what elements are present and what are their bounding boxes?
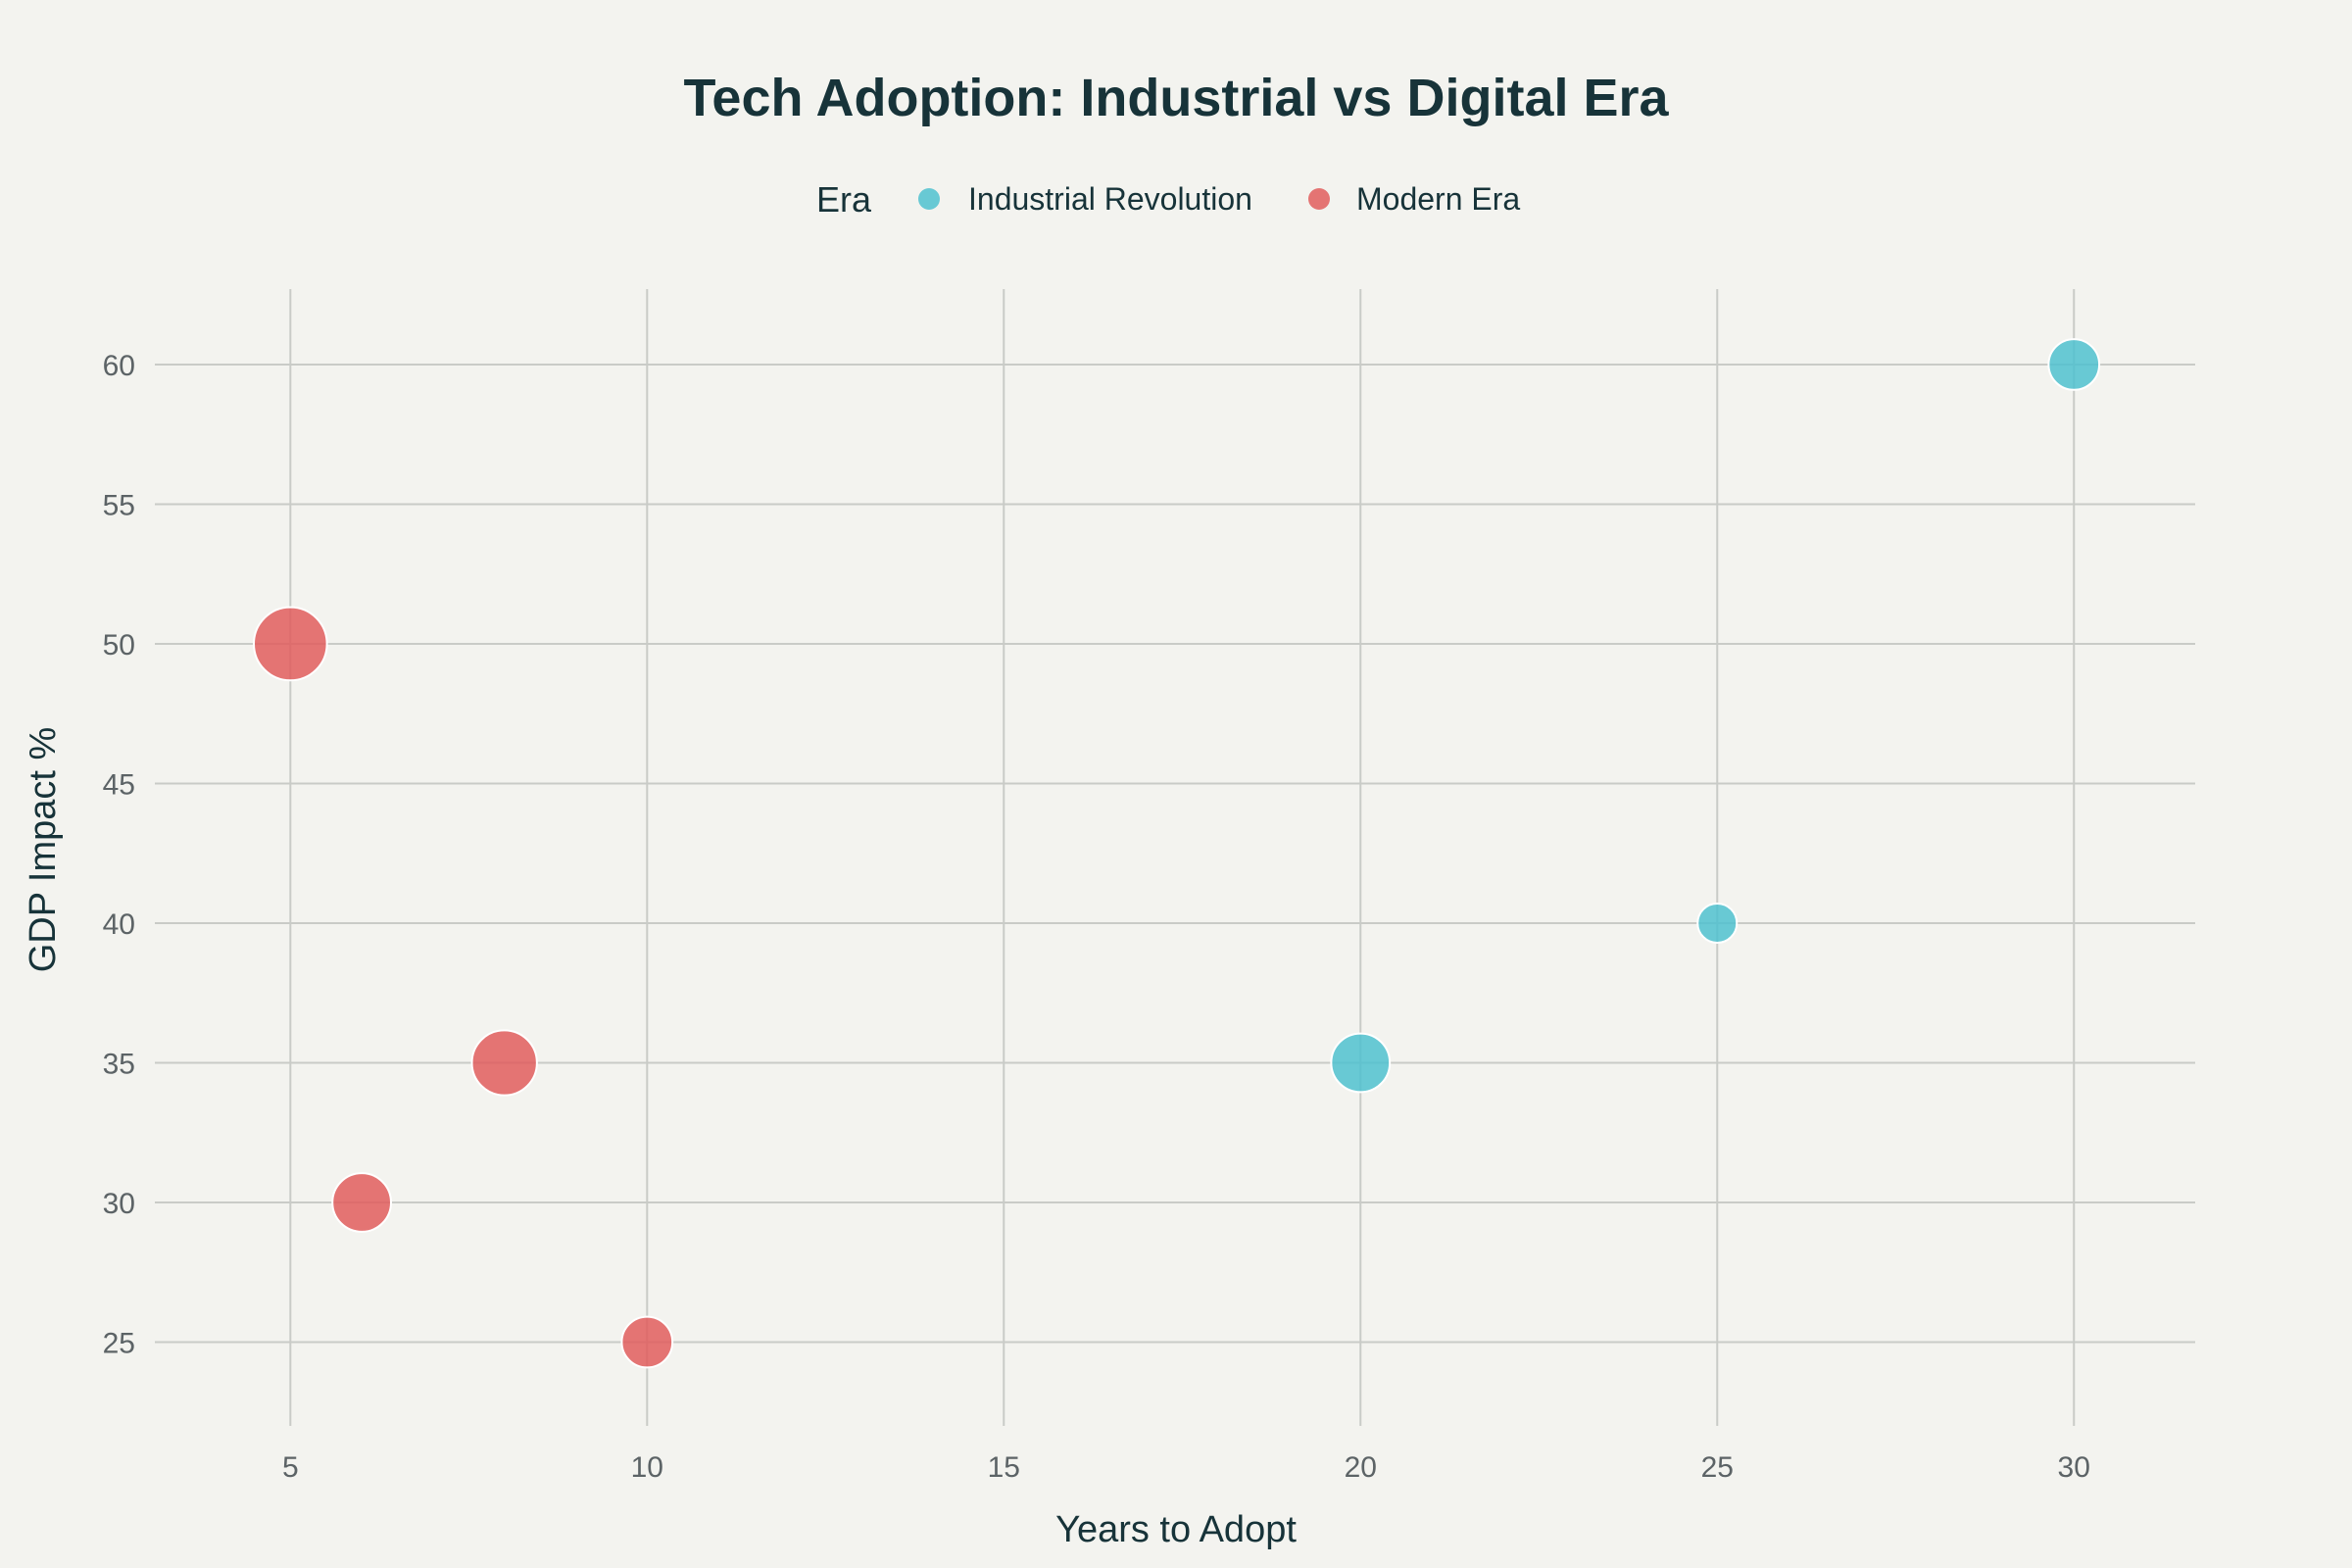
x-axis-title: Years to Adopt xyxy=(1055,1509,1297,1550)
x-tick-label-15: 15 xyxy=(988,1451,1020,1484)
x-tick-label-10: 10 xyxy=(631,1451,663,1484)
y-tick-label-35: 35 xyxy=(103,1048,135,1080)
x-tick-label-25: 25 xyxy=(1701,1451,1734,1484)
legend-title: Era xyxy=(816,179,872,220)
grid-layer xyxy=(155,289,2195,1426)
data-point-modern-era-1[interactable] xyxy=(470,1029,538,1097)
legend: Era Industrial Revolution Modern Era xyxy=(816,179,1520,220)
legend-item-industrial-revolution[interactable]: Industrial Revolution xyxy=(918,181,1252,217)
y-tick-label-50: 50 xyxy=(103,629,135,662)
data-point-modern-era-3[interactable] xyxy=(620,1315,674,1369)
legend-marker-industrial-revolution xyxy=(918,188,940,210)
y-tick-label-45: 45 xyxy=(103,768,135,801)
legend-item-modern-era[interactable]: Modern Era xyxy=(1308,181,1520,217)
data-point-industrial-revolution-1[interactable] xyxy=(1696,902,1739,944)
data-point-industrial-revolution-2[interactable] xyxy=(1330,1032,1392,1094)
data-point-industrial-revolution-0[interactable] xyxy=(2047,338,2101,391)
tick-labels: 5 10 15 20 25 30 25 30 35 40 45 50 55 60 xyxy=(103,350,2090,1484)
y-tick-label-60: 60 xyxy=(103,350,135,382)
y-tick-label-30: 30 xyxy=(103,1188,135,1220)
legend-label-industrial-revolution: Industrial Revolution xyxy=(968,181,1252,217)
data-point-modern-era-0[interactable] xyxy=(253,606,328,682)
x-tick-label-30: 30 xyxy=(2058,1451,2090,1484)
y-tick-label-40: 40 xyxy=(103,908,135,941)
legend-marker-modern-era xyxy=(1308,188,1330,210)
y-axis-title: GDP Impact % xyxy=(23,727,64,973)
x-tick-label-5: 5 xyxy=(282,1451,299,1484)
points-layer xyxy=(253,338,2101,1369)
x-tick-label-20: 20 xyxy=(1345,1451,1377,1484)
y-tick-label-55: 55 xyxy=(103,489,135,521)
legend-label-modern-era: Modern Era xyxy=(1356,181,1520,217)
data-point-modern-era-2[interactable] xyxy=(331,1172,393,1233)
chart-title: Tech Adoption: Industrial vs Digital Era xyxy=(683,69,1669,127)
y-tick-label-25: 25 xyxy=(103,1327,135,1359)
